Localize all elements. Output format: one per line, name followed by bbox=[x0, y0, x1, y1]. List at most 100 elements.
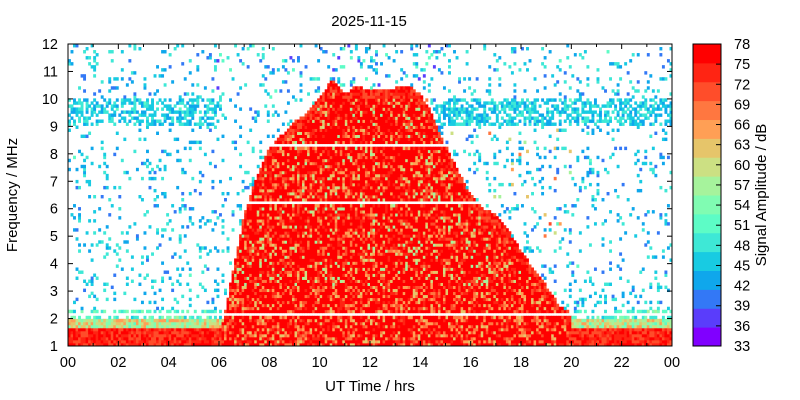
heatmap-cell bbox=[236, 330, 240, 335]
heatmap-cell bbox=[113, 152, 117, 157]
heatmap-cell bbox=[93, 315, 97, 320]
heatmap-cell bbox=[261, 276, 265, 280]
heatmap-cell bbox=[120, 231, 124, 235]
heatmap-cell bbox=[259, 252, 263, 256]
heatmap-cell bbox=[304, 65, 308, 69]
heatmap-cell bbox=[261, 279, 265, 283]
heatmap-cell bbox=[294, 158, 298, 163]
heatmap-cell bbox=[113, 122, 117, 126]
heatmap-cell bbox=[269, 303, 273, 308]
heatmap-cell bbox=[85, 342, 89, 347]
heatmap-cell bbox=[314, 273, 318, 277]
heatmap-cell bbox=[254, 110, 258, 114]
heatmap-cell bbox=[249, 279, 253, 283]
heatmap-cell bbox=[317, 176, 321, 181]
heatmap-cell bbox=[68, 98, 71, 102]
heatmap-cell bbox=[344, 252, 348, 256]
heatmap-cell bbox=[294, 249, 298, 253]
heatmap-cell bbox=[344, 258, 348, 262]
heatmap-cell bbox=[314, 252, 318, 256]
heatmap-cell bbox=[281, 252, 285, 256]
heatmap-cell bbox=[354, 246, 358, 250]
heatmap-cell bbox=[196, 140, 200, 145]
heatmap-cell bbox=[334, 116, 338, 120]
heatmap-cell bbox=[88, 104, 92, 108]
heatmap-cell bbox=[349, 167, 353, 172]
heatmap-cell bbox=[231, 297, 235, 302]
heatmap-cell bbox=[327, 191, 331, 196]
heatmap-cell bbox=[354, 104, 358, 108]
heatmap-cell bbox=[337, 210, 341, 214]
heatmap-cell bbox=[334, 173, 338, 178]
heatmap-cell bbox=[342, 101, 346, 105]
heatmap-cell bbox=[130, 315, 134, 320]
heatmap-cell bbox=[339, 152, 343, 157]
heatmap-cell bbox=[304, 306, 308, 311]
heatmap-cell bbox=[304, 170, 308, 175]
heatmap-cell bbox=[294, 324, 298, 329]
heatmap-cell bbox=[176, 330, 180, 335]
heatmap-cell bbox=[251, 339, 255, 344]
heatmap-cell bbox=[329, 276, 333, 280]
heatmap-cell bbox=[115, 264, 119, 268]
heatmap-cell bbox=[334, 68, 338, 72]
heatmap-cell bbox=[289, 231, 293, 235]
heatmap-cell bbox=[352, 146, 356, 151]
heatmap-cell bbox=[299, 134, 303, 139]
heatmap-cell bbox=[274, 336, 278, 341]
heatmap-cell bbox=[281, 182, 285, 187]
heatmap-cell bbox=[309, 258, 313, 262]
heatmap-cell bbox=[337, 234, 341, 238]
heatmap-cell bbox=[312, 173, 316, 178]
heatmap-cell bbox=[297, 294, 300, 299]
heatmap-cell bbox=[309, 179, 313, 184]
heatmap-cell bbox=[191, 110, 195, 114]
heatmap-cell bbox=[181, 116, 185, 120]
heatmap-cell bbox=[347, 336, 351, 341]
heatmap-cell bbox=[349, 101, 353, 105]
heatmap-cell bbox=[347, 116, 351, 120]
heatmap-cell bbox=[344, 324, 348, 329]
heatmap-cell bbox=[201, 173, 205, 178]
heatmap-cell bbox=[286, 228, 290, 232]
heatmap-cell bbox=[357, 276, 361, 280]
heatmap-cell bbox=[317, 330, 321, 335]
heatmap-cell bbox=[276, 188, 280, 193]
heatmap-cell bbox=[269, 270, 273, 274]
heatmap-cell bbox=[332, 222, 336, 226]
heatmap-cell bbox=[322, 336, 326, 341]
heatmap-cell bbox=[317, 327, 321, 332]
heatmap-cell bbox=[354, 44, 358, 48]
heatmap-cell bbox=[279, 258, 283, 262]
heatmap-cell bbox=[259, 261, 263, 265]
heatmap-cell bbox=[339, 137, 343, 142]
heatmap-cell bbox=[349, 264, 353, 268]
heatmap-cell bbox=[319, 158, 323, 163]
heatmap-cell bbox=[289, 191, 293, 196]
heatmap-cell bbox=[75, 185, 79, 190]
heatmap-cell bbox=[319, 240, 323, 244]
heatmap-cell bbox=[339, 170, 343, 175]
heatmap-cell bbox=[206, 98, 210, 102]
heatmap-cell bbox=[327, 167, 331, 172]
heatmap-cell bbox=[146, 255, 149, 259]
heatmap-cell bbox=[312, 204, 316, 208]
heatmap-cell bbox=[299, 191, 303, 196]
heatmap-cell bbox=[251, 318, 255, 323]
heatmap-cell bbox=[329, 318, 333, 323]
heatmap-cell bbox=[357, 324, 361, 329]
heatmap-cell bbox=[274, 198, 278, 202]
heatmap-cell bbox=[327, 219, 331, 223]
heatmap-cell bbox=[354, 249, 358, 253]
heatmap-cell bbox=[317, 219, 321, 223]
heatmap-cell bbox=[274, 258, 278, 262]
heatmap-cell bbox=[269, 216, 273, 220]
heatmap-cell bbox=[334, 327, 338, 332]
heatmap-cell bbox=[138, 327, 142, 332]
heatmap-cell bbox=[294, 198, 298, 202]
heatmap-cell bbox=[286, 204, 290, 208]
heatmap-cell bbox=[166, 327, 170, 332]
heatmap-cell bbox=[269, 161, 273, 166]
heatmap-cell bbox=[319, 237, 323, 241]
heatmap-cell bbox=[349, 279, 353, 283]
